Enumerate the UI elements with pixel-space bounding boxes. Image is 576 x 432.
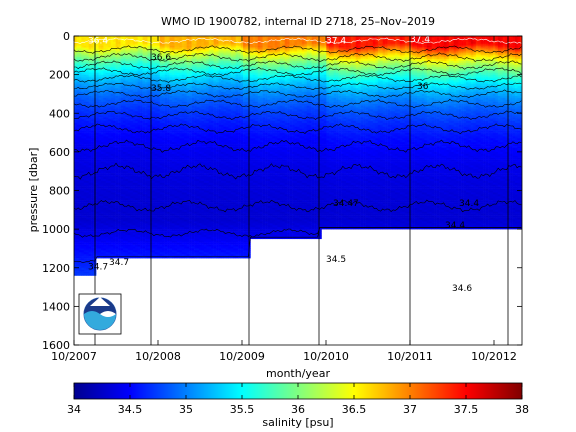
contour-label: 37.4 bbox=[410, 35, 430, 45]
x-tick-label: 10/2011 bbox=[387, 350, 433, 363]
plot-area bbox=[74, 36, 522, 345]
colorbar-ticks: 34 34.5 35 35.5 36 36.5 37 37.5 38 bbox=[67, 383, 529, 416]
isohaline bbox=[74, 82, 522, 91]
salinity-section bbox=[74, 36, 522, 276]
contour-label: 36.6 bbox=[151, 53, 171, 63]
isohaline bbox=[74, 162, 522, 180]
colorbar-tick-label: 35.5 bbox=[230, 403, 255, 416]
y-tick-label: 0 bbox=[63, 30, 70, 43]
contour-label: 34.5 bbox=[326, 255, 346, 265]
colorbar-tick-label: 37 bbox=[403, 403, 417, 416]
isohaline bbox=[74, 227, 522, 263]
isohaline bbox=[74, 52, 522, 62]
contour-label: 34.4 bbox=[459, 199, 479, 209]
y-tick-label: 1000 bbox=[42, 223, 70, 236]
y-axis: 0 200 400 600 800 1000 1200 1400 1600 bbox=[42, 30, 522, 352]
contour-label: 35.8 bbox=[151, 84, 171, 94]
isohaline bbox=[74, 74, 522, 83]
x-tick-label: 10/2008 bbox=[135, 350, 181, 363]
isohaline bbox=[74, 139, 522, 153]
y-tick-label: 600 bbox=[49, 146, 70, 159]
contour-label: 34.7 bbox=[109, 258, 129, 268]
colorbar-label: salinity [psu] bbox=[262, 416, 333, 429]
colorbar-tick-label: 38 bbox=[515, 403, 529, 416]
x-tick-label: 10/2012 bbox=[471, 350, 517, 363]
isohaline bbox=[74, 199, 522, 213]
colorbar-tick-label: 36 bbox=[291, 403, 305, 416]
x-axis-label: month/year bbox=[266, 367, 330, 380]
y-axis-label: pressure [dbar] bbox=[27, 148, 40, 233]
x-tick-label: 10/2007 bbox=[51, 350, 97, 363]
x-tick-label: 10/2009 bbox=[219, 350, 265, 363]
isohalines bbox=[74, 37, 522, 263]
isohaline bbox=[74, 60, 522, 70]
isohaline bbox=[74, 110, 522, 120]
y-tick-label: 1600 bbox=[42, 339, 70, 352]
x-tick-label: 10/2010 bbox=[303, 350, 349, 363]
isohaline bbox=[74, 123, 522, 135]
colorbar-tick-label: 35 bbox=[179, 403, 193, 416]
contour-label: 34.6 bbox=[452, 284, 472, 294]
isohaline bbox=[74, 89, 522, 99]
noaa-logo bbox=[78, 293, 122, 335]
y-tick-label: 200 bbox=[49, 69, 70, 82]
chart-title: WMO ID 1900782, internal ID 2718, 25–Nov… bbox=[161, 15, 435, 28]
contour-label: 36 bbox=[417, 82, 429, 92]
y-tick-label: 800 bbox=[49, 185, 70, 198]
colorbar-tick-label: 34 bbox=[67, 403, 81, 416]
contour-label: 36.4 bbox=[88, 37, 108, 47]
isohaline bbox=[74, 99, 522, 109]
profile-lines bbox=[94, 36, 509, 345]
contour-labels: 36.4 36.6 35.8 34.7 34.7 37.4 37.4 36 34.47 34.4 3… bbox=[88, 35, 479, 294]
y-tick-label: 1400 bbox=[42, 300, 70, 313]
y-tick-label: 1200 bbox=[42, 262, 70, 275]
colorbar-tick-label: 34.5 bbox=[118, 403, 143, 416]
contour-label: 34.7 bbox=[88, 263, 108, 273]
x-axis: 10/2007 10/2008 10/2009 10/2010 10/2011 10/20… bbox=[51, 36, 517, 363]
colorbar-tick-label: 36.5 bbox=[342, 403, 367, 416]
isohaline bbox=[74, 45, 522, 54]
contour-label: 34.47 bbox=[333, 199, 359, 209]
contour-label: 34.4 bbox=[445, 221, 465, 231]
isohaline bbox=[74, 67, 522, 77]
contour-label: 37.4 bbox=[326, 37, 346, 47]
y-tick-label: 400 bbox=[49, 107, 70, 120]
isohaline-surface bbox=[74, 37, 522, 45]
colorbar-tick-label: 37.5 bbox=[454, 403, 479, 416]
